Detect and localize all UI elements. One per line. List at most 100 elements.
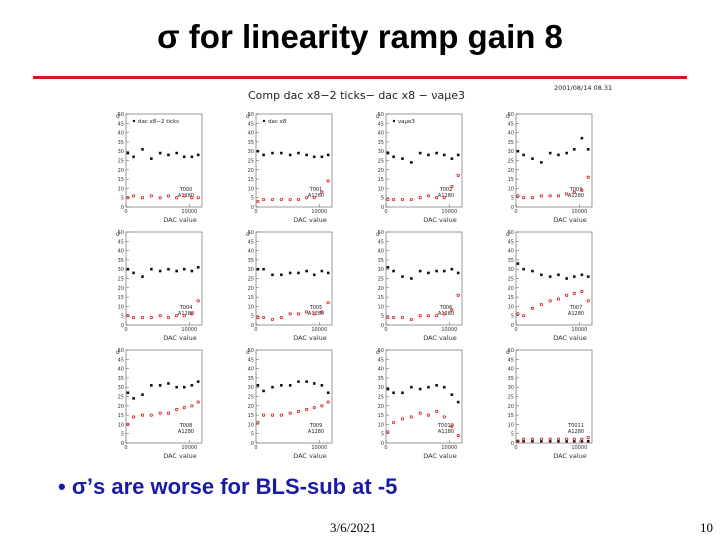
- red-point: [270, 197, 275, 202]
- panel-name: T002: [439, 187, 453, 193]
- black-point: [326, 271, 330, 275]
- red-point: [326, 179, 330, 183]
- y-tick-label: 20: [248, 286, 254, 292]
- red-point: [386, 315, 390, 320]
- y-tick-label: 25: [378, 159, 384, 165]
- y-tick-label: 5: [511, 432, 514, 438]
- y-tick-label: 30: [248, 149, 254, 155]
- red-point: [296, 312, 301, 316]
- y-tick-label: 0: [381, 323, 384, 329]
- black-point: [196, 380, 200, 383]
- y-tick-label: 20: [378, 404, 384, 410]
- y-tick-label: 50: [118, 348, 124, 354]
- black-point: [586, 439, 590, 443]
- panel-name: T007: [569, 305, 583, 311]
- y-tick-label: 15: [248, 413, 254, 419]
- y-tick-label: 30: [248, 267, 254, 273]
- x-axis-label: DAC value: [293, 452, 327, 460]
- red-point: [450, 424, 454, 428]
- y-tick-label: 45: [508, 121, 514, 127]
- y-tick-label: 50: [508, 230, 514, 236]
- panel-T008: 0 5 10 15 20 25 30 35 40 45 50 0 10000 σ DAC value T008…: [116, 348, 203, 460]
- x-axis-label: DAC value: [423, 216, 457, 224]
- slide-title: σ for linearity ramp gain 8: [0, 18, 720, 56]
- y-tick-label: 10: [508, 304, 514, 310]
- black-point: [401, 157, 404, 160]
- red-point: [140, 196, 145, 200]
- black-point: [557, 273, 560, 277]
- black-point: [522, 267, 525, 271]
- black-point: [262, 389, 265, 393]
- y-axis-label: σ: [246, 349, 250, 356]
- y-tick-label: 0: [251, 441, 254, 447]
- black-point: [386, 387, 390, 391]
- y-tick-label: 40: [508, 131, 514, 137]
- figure-header-title: Comp dac x8−2 ticks− dac x8 − νaμe3: [248, 89, 465, 102]
- y-tick-label: 5: [251, 196, 254, 202]
- y-tick-label: 10: [508, 422, 514, 428]
- legend-label: dac x8−2 ticks: [138, 119, 179, 125]
- red-point: [256, 199, 260, 204]
- y-tick-label: 25: [118, 159, 124, 165]
- y-tick-label: 25: [118, 277, 124, 283]
- red-point: [586, 299, 590, 303]
- red-point: [530, 196, 535, 200]
- black-point: [167, 267, 170, 271]
- y-tick-label: 25: [508, 277, 514, 283]
- y-tick-label: 5: [251, 432, 254, 438]
- x-tick-label: 10000: [441, 327, 457, 333]
- y-tick-label: 10: [378, 304, 384, 310]
- black-point: [435, 151, 438, 155]
- red-point: [288, 411, 292, 415]
- red-point: [140, 413, 145, 417]
- y-axis-label: σ: [506, 231, 510, 238]
- y-tick-label: 40: [508, 367, 514, 373]
- red-point: [256, 315, 260, 320]
- black-point: [305, 153, 308, 157]
- black-point: [456, 400, 460, 404]
- red-point: [556, 297, 561, 301]
- panel-T004: 0 5 10 15 20 25 30 35 40 45 50 0 10000 σ DAC value T004…: [116, 230, 203, 342]
- black-point: [297, 380, 300, 383]
- panel-sub-label: A1280: [438, 193, 454, 199]
- y-tick-label: 0: [121, 205, 124, 211]
- y-tick-label: 20: [118, 404, 124, 410]
- red-point: [288, 197, 292, 202]
- y-tick-label: 20: [118, 286, 124, 292]
- red-point: [565, 437, 569, 441]
- y-tick-label: 35: [118, 140, 124, 146]
- y-tick-label: 10: [118, 304, 124, 310]
- slide-title-text: for linearity ramp gain 8: [179, 18, 563, 55]
- panel-T006: 0 5 10 15 20 25 30 35 40 45 50 0 10000 σ DAC value T006…: [376, 230, 463, 342]
- black-point: [297, 151, 300, 155]
- y-tick-label: 5: [121, 314, 124, 320]
- x-tick-label: 0: [124, 327, 127, 333]
- black-point: [522, 153, 525, 157]
- red-point: [196, 299, 200, 303]
- black-point: [418, 269, 422, 273]
- x-axis-label: DAC value: [553, 216, 587, 224]
- black-point: [392, 391, 395, 395]
- black-point: [312, 382, 316, 385]
- red-point: [521, 437, 526, 441]
- red-point: [190, 196, 194, 200]
- y-tick-label: 15: [118, 413, 124, 419]
- black-point: [450, 157, 454, 160]
- black-point: [262, 267, 265, 271]
- panel-sub-label: A1280: [568, 429, 584, 435]
- panel-T007: 0 5 10 15 20 25 30 35 40 45 50 0 10000 σ DAC value T007…: [506, 230, 593, 342]
- red-point: [386, 430, 390, 434]
- y-tick-label: 20: [118, 168, 124, 174]
- y-tick-label: 25: [118, 395, 124, 401]
- red-point: [572, 437, 576, 441]
- red-point: [270, 317, 275, 322]
- black-point: [401, 275, 404, 278]
- red-point: [312, 312, 316, 316]
- black-point: [572, 275, 576, 278]
- y-axis-label: σ: [116, 231, 120, 238]
- panel-name: T006: [439, 305, 453, 311]
- y-tick-label: 25: [508, 395, 514, 401]
- red-point: [305, 310, 309, 314]
- black-point: [305, 380, 308, 383]
- y-tick-label: 50: [248, 112, 254, 118]
